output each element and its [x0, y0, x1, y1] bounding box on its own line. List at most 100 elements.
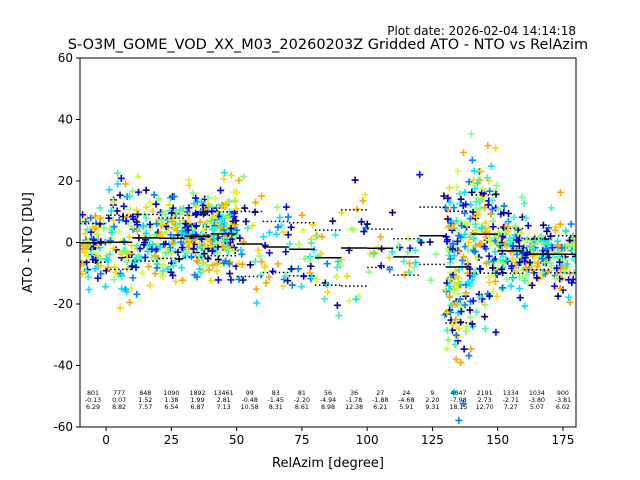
scatter-point-1234: [556, 258, 564, 266]
scatter-point-610: [279, 228, 287, 236]
scatter-point-1065: [504, 227, 512, 235]
scatter-point-1111: [529, 252, 537, 260]
scatter-point-34: [94, 250, 102, 258]
scatter-point-678: [362, 224, 370, 232]
scatter-point-616: [284, 231, 292, 239]
scatter-point-657: [312, 232, 320, 240]
scatter-point-259: [166, 244, 174, 252]
scatter-point-291: [161, 209, 169, 217]
scatter-point-931: [481, 203, 489, 211]
scatter-point-695: [411, 246, 419, 254]
scatter-point-852: [466, 306, 474, 314]
bin-count-9: 56: [324, 390, 332, 397]
scatter-point-1223: [554, 241, 562, 249]
scatter-point-417: [192, 203, 200, 211]
scatter-point-1152: [537, 269, 545, 277]
scatter-point-202: [139, 222, 147, 230]
scatter-point-813: [443, 326, 451, 334]
scatter-point-470: [225, 260, 233, 268]
scatter-point-72: [96, 214, 104, 222]
scatter-point-956: [471, 184, 479, 192]
scatter-point-106: [106, 250, 114, 258]
bin-std-4: 6.87: [190, 404, 204, 411]
scatter-point-267: [167, 231, 175, 239]
bin-count-7: 83: [272, 390, 280, 397]
scatter-point-959: [476, 293, 484, 301]
scatter-point-1153: [526, 259, 534, 267]
bin-count-1: 777: [113, 390, 125, 397]
scatter-point-194: [142, 186, 150, 194]
bin-statistics: 801-0.136.297770.078.828481.527.5710901.…: [80, 194, 576, 411]
scatter-point-571: [236, 234, 244, 242]
scatter-point-932: [492, 144, 500, 152]
scatter-point-1230: [551, 282, 559, 290]
scatter-point-846: [466, 313, 474, 321]
scatter-point-1042: [509, 242, 517, 250]
scatter-point-1005: [504, 218, 512, 226]
scatter-point-389: [182, 220, 190, 228]
scatter-point-965: [484, 201, 492, 209]
y-axis-label: ATO - NTO [DU]: [21, 192, 36, 293]
scatter-point-592: [254, 246, 262, 254]
scatter-point-1047: [494, 258, 502, 266]
scatter-point-572: [249, 222, 257, 230]
scatter-point-830: [450, 204, 458, 212]
scatter-point-776: [444, 194, 452, 202]
scatter-point-860: [447, 219, 455, 227]
scatter-point-1157: [521, 254, 529, 262]
scatter-point-16: [83, 266, 91, 274]
bin-std-18: 6.02: [556, 404, 570, 411]
scatter-point-766: [465, 178, 473, 186]
scatter-point-982: [468, 156, 476, 164]
scatter-point-604: [265, 228, 273, 236]
bin-mean-9: -4.94: [320, 397, 336, 404]
scatter-point-410: [197, 198, 205, 206]
scatter-point-289: [158, 216, 166, 224]
scatter-point-777: [456, 295, 464, 303]
scatter-point-569: [231, 233, 239, 241]
scatter-point-1079: [498, 265, 506, 273]
scatter-point-980: [484, 224, 492, 232]
y-tick-label-5: 40: [58, 113, 73, 127]
scatter-point-504: [213, 204, 221, 212]
scatter-point-199: [133, 206, 141, 214]
scatter-point-1137: [522, 214, 530, 222]
scatter-point-220: [148, 254, 156, 262]
scatter-point-954: [487, 210, 495, 218]
scatter-point-754: [460, 148, 468, 156]
scatter-point-605: [274, 260, 282, 268]
scatter-point-832: [461, 209, 469, 217]
scatter-point-59: [100, 224, 108, 232]
scatter-point-1075: [498, 284, 506, 292]
scatter-point-717: [455, 325, 463, 333]
bin-std-5: 7.13: [217, 404, 231, 411]
scatter-point-175: [128, 262, 136, 270]
scatter-point-924: [472, 308, 480, 316]
scatter-point-1140: [534, 259, 542, 267]
scatter-point-656: [317, 250, 325, 258]
scatter-point-208: [133, 221, 141, 229]
scatter-point-691: [369, 250, 377, 258]
scatter-point-674: [359, 197, 367, 205]
bin-std-17: 5.07: [530, 404, 544, 411]
scatter-point-292: [174, 248, 182, 256]
scatter-point-1143: [526, 242, 534, 250]
scatter-point-528: [208, 207, 216, 215]
scatter-point-153: [145, 262, 153, 270]
scatter-point-588: [244, 224, 252, 232]
scatter-point-211: [133, 227, 141, 235]
scatter-point-861: [464, 278, 472, 286]
scatter-point-451: [207, 277, 215, 285]
scatter-point-135: [123, 288, 131, 296]
scatter-point-1229: [560, 256, 568, 264]
scatter-point-984: [479, 185, 487, 193]
scatter-point-1144: [531, 237, 539, 245]
scatter-point-683: [363, 220, 371, 228]
scatter-point-895: [489, 223, 497, 231]
scatter-point-224: [165, 201, 173, 209]
y-axis: -60 -40 -20 0 20 40 60: [53, 51, 80, 434]
scatter-point-595: [238, 250, 246, 258]
bin-count-10: 36: [350, 390, 358, 397]
scatter-point-585: [233, 226, 241, 234]
scatter-point-783: [457, 233, 465, 241]
